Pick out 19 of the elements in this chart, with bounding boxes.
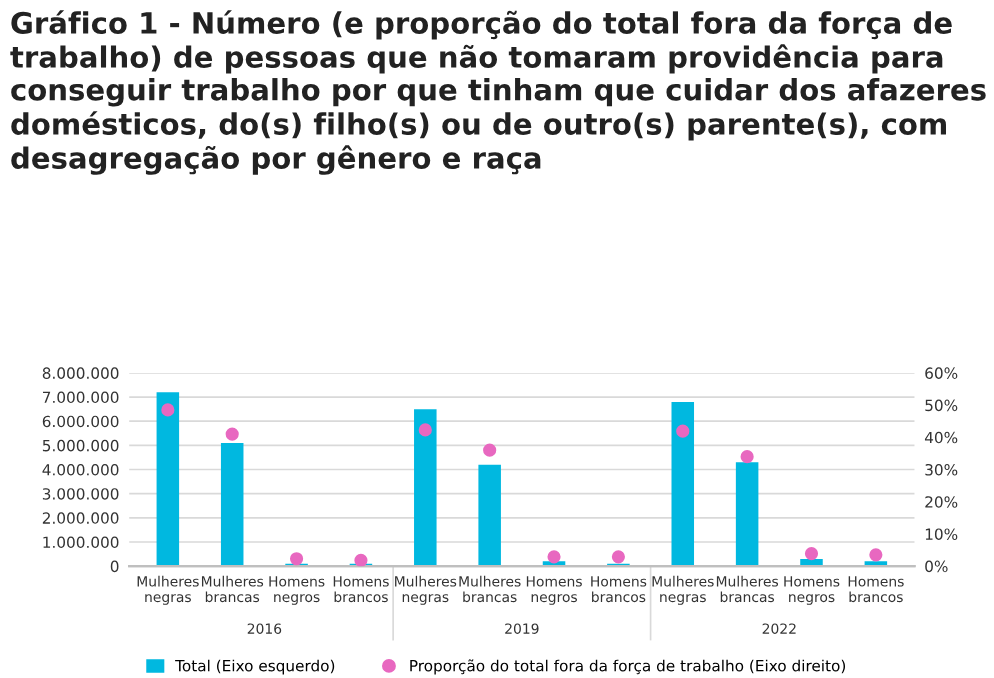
chart-title: Gráfico 1 - Número (e proporção do total fora da força de trabalho) de pessoas que não tomaram providência para conseguir trabalho por que tinham que cuidar dos afazeres domésticos, do(s) filho(s) ou de outro(s) parente(s), com desagregação por gênero e raça: [10, 10, 986, 175]
point: [740, 450, 754, 464]
point: [611, 550, 625, 564]
point: [676, 424, 690, 438]
bar: [735, 462, 759, 567]
bar: [220, 442, 244, 567]
bar: [478, 464, 501, 567]
bar: [156, 392, 180, 567]
point: [225, 427, 239, 441]
point: [354, 553, 368, 567]
point: [869, 548, 883, 562]
point: [418, 423, 432, 437]
point: [804, 546, 819, 561]
point: [161, 403, 175, 417]
point: [547, 550, 561, 564]
bar: [671, 401, 695, 567]
point: [289, 552, 304, 566]
point: [483, 443, 497, 457]
bar: [414, 409, 437, 567]
